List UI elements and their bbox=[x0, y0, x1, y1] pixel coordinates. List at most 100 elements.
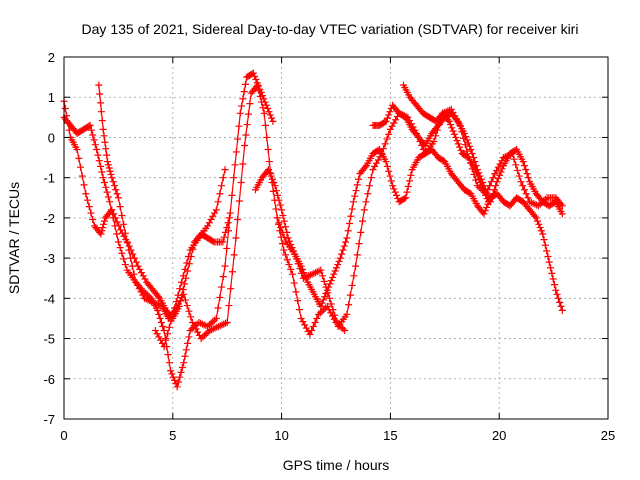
data-point bbox=[292, 288, 300, 296]
data-point bbox=[97, 230, 105, 238]
data-point bbox=[112, 186, 120, 194]
data-point bbox=[107, 170, 115, 178]
data-point bbox=[121, 261, 129, 269]
data-point bbox=[430, 137, 438, 145]
data-point bbox=[317, 302, 325, 310]
data-point bbox=[489, 174, 497, 182]
data-point bbox=[557, 302, 565, 310]
data-point bbox=[85, 122, 93, 130]
data-point bbox=[95, 81, 103, 89]
data-point bbox=[471, 166, 479, 174]
data-point bbox=[242, 131, 250, 139]
data-point bbox=[388, 122, 396, 130]
data-point bbox=[136, 265, 144, 273]
data-point bbox=[467, 146, 475, 154]
data-point bbox=[264, 104, 272, 112]
data-point bbox=[207, 215, 215, 223]
data-point bbox=[110, 182, 118, 190]
data-point bbox=[329, 306, 337, 314]
data-point bbox=[379, 145, 387, 153]
data-point bbox=[390, 185, 398, 193]
data-point bbox=[351, 192, 359, 200]
data-point bbox=[382, 158, 390, 166]
data-point bbox=[343, 310, 351, 318]
data-point bbox=[288, 270, 296, 278]
data-point bbox=[325, 294, 333, 302]
data-point bbox=[216, 190, 224, 198]
data-point bbox=[335, 257, 343, 265]
data-point bbox=[291, 250, 299, 258]
data-point bbox=[176, 373, 184, 381]
data-point bbox=[228, 268, 236, 276]
data-point bbox=[276, 201, 284, 209]
data-point bbox=[331, 311, 339, 319]
data-point bbox=[543, 247, 551, 255]
data-point bbox=[280, 233, 288, 241]
data-point bbox=[116, 203, 124, 211]
data-point bbox=[272, 205, 280, 213]
data-point bbox=[245, 110, 253, 118]
data-point bbox=[353, 181, 361, 189]
data-point bbox=[167, 317, 175, 325]
data-point bbox=[235, 197, 243, 205]
data-point bbox=[164, 351, 172, 359]
data-point bbox=[165, 359, 173, 367]
data-point bbox=[494, 174, 502, 182]
data-point bbox=[98, 117, 106, 125]
data-point bbox=[383, 162, 391, 170]
data-point bbox=[400, 195, 408, 203]
data-point bbox=[132, 258, 140, 266]
data-point bbox=[218, 182, 226, 190]
data-point bbox=[154, 293, 162, 301]
data-point bbox=[109, 214, 117, 222]
data-point bbox=[344, 227, 352, 235]
data-point bbox=[466, 142, 474, 150]
data-point bbox=[306, 331, 314, 339]
y-axis-label: SDTVAR / TECUs bbox=[6, 182, 22, 294]
data-point bbox=[82, 190, 90, 198]
data-point bbox=[264, 146, 272, 154]
data-point bbox=[265, 108, 273, 116]
data-point bbox=[292, 255, 300, 263]
data-point bbox=[475, 175, 483, 183]
data-point bbox=[453, 116, 461, 124]
data-point bbox=[332, 264, 340, 272]
data-point bbox=[137, 269, 145, 277]
data-point bbox=[282, 251, 290, 259]
data-point bbox=[93, 146, 101, 154]
data-point bbox=[339, 246, 347, 254]
data-point bbox=[224, 219, 232, 227]
data-point bbox=[285, 261, 293, 269]
data-point bbox=[517, 178, 525, 186]
data-point bbox=[114, 238, 122, 246]
data-point bbox=[319, 296, 327, 304]
data-point bbox=[251, 72, 259, 80]
data-point bbox=[284, 234, 292, 242]
data-point bbox=[345, 301, 353, 309]
data-point bbox=[120, 255, 128, 263]
plot-frame bbox=[63, 56, 609, 420]
data-point bbox=[157, 318, 165, 326]
data-point bbox=[457, 146, 465, 154]
series-track-a bbox=[60, 97, 233, 322]
series-track-h bbox=[399, 81, 499, 206]
data-point bbox=[290, 279, 298, 287]
data-point bbox=[350, 272, 358, 280]
data-point bbox=[80, 181, 88, 189]
data-point bbox=[184, 339, 192, 347]
data-point bbox=[183, 259, 191, 267]
data-point bbox=[386, 172, 394, 180]
data-point bbox=[553, 290, 561, 298]
data-point bbox=[348, 281, 356, 289]
data-point bbox=[404, 183, 412, 191]
data-point bbox=[444, 116, 452, 124]
data-point bbox=[99, 224, 107, 232]
data-point bbox=[241, 80, 249, 88]
data-point bbox=[392, 191, 400, 199]
data-point bbox=[520, 186, 528, 194]
x-tick-label: 5 bbox=[169, 428, 176, 443]
data-point bbox=[95, 157, 103, 165]
data-point bbox=[268, 114, 276, 122]
data-point bbox=[406, 177, 414, 185]
data-point bbox=[510, 155, 518, 163]
